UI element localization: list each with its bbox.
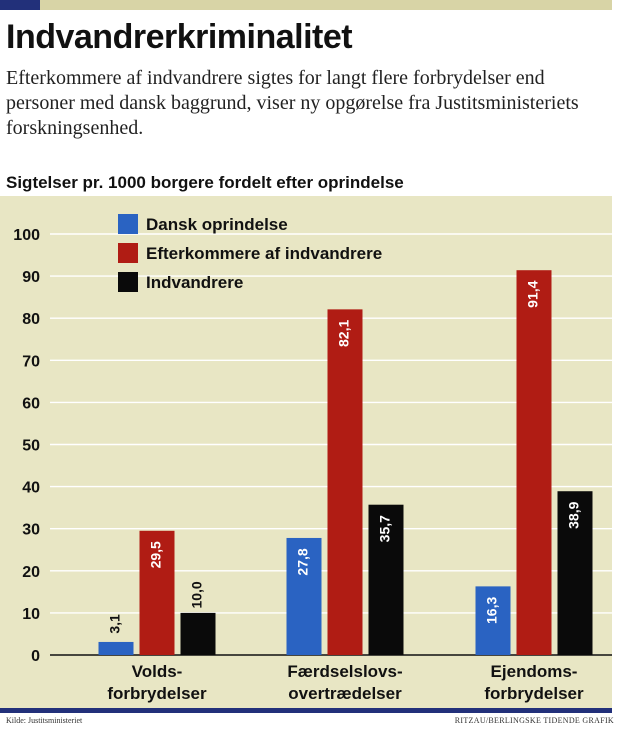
bar (139, 530, 175, 655)
category-labels: Volds-forbrydelser Færdselslovs-overtræde… (107, 662, 584, 703)
y-tick-label: 100 (13, 227, 40, 244)
legend-label: Dansk oprindelse (146, 215, 288, 234)
value-label: 29,5 (148, 541, 164, 568)
legend-swatch (118, 243, 138, 263)
value-label: 91,4 (525, 280, 541, 307)
value-label: 38,9 (566, 501, 582, 528)
legend-swatch (118, 214, 138, 234)
y-tick-label: 50 (22, 438, 40, 455)
y-tick-label: 60 (22, 395, 40, 412)
bar (286, 537, 322, 655)
value-label: 16,3 (484, 597, 500, 624)
category-label: forbrydelser (484, 684, 584, 703)
legend: Dansk oprindelse Efterkommere af indvandr… (118, 214, 382, 292)
top-accent-block (0, 0, 40, 10)
bar (327, 309, 363, 655)
y-tick-label: 90 (22, 269, 40, 286)
value-label: 10,0 (189, 581, 205, 608)
page-title: Indvandrerkriminalitet (6, 18, 353, 56)
value-label: 82,1 (336, 320, 352, 347)
legend-label: Indvandrere (146, 273, 243, 292)
top-accent-bar (0, 0, 612, 10)
bar (557, 491, 593, 655)
y-tick-label: 0 (31, 648, 40, 665)
value-label: 35,7 (377, 515, 393, 542)
y-tick-label: 30 (22, 522, 40, 539)
bar (98, 641, 134, 655)
category-label: Færdselslovs- (287, 662, 402, 681)
category-label: forbrydelser (107, 684, 207, 703)
chart-subtitle: Sigtelser pr. 1000 borgere fordelt efter… (6, 173, 404, 192)
bars-group (98, 270, 593, 655)
legend-swatch (118, 272, 138, 292)
legend-label: Efterkommere af indvandrere (146, 244, 382, 263)
intro-text: Efterkommere af indvandrere sigtes for l… (6, 67, 579, 139)
category-label: Ejendoms- (491, 662, 578, 681)
y-tick-label: 80 (22, 311, 40, 328)
y-tick-label: 70 (22, 353, 40, 370)
bottom-rule (0, 708, 612, 713)
bar-chart: 0 10 20 30 40 50 60 70 80 90 100 3,1 27,8 16,3 29,5 82… (0, 196, 612, 708)
bar (368, 504, 404, 655)
source-note: Kilde: Justitsministeriet (6, 716, 83, 725)
y-tick-label: 40 (22, 480, 40, 497)
credit-note: RITZAU/BERLINGSKE TIDENDE GRAFIK (454, 716, 614, 725)
value-label: 3,1 (107, 614, 123, 634)
category-label: Volds- (132, 662, 183, 681)
y-tick-label: 20 (22, 564, 40, 581)
bar (516, 270, 552, 655)
bar (180, 612, 216, 655)
y-tick-label: 10 (22, 606, 40, 623)
y-axis-ticks: 0 10 20 30 40 50 60 70 80 90 100 (13, 227, 40, 665)
value-label: 27,8 (295, 548, 311, 575)
value-labels: 3,1 27,8 16,3 29,5 82,1 91,4 10,0 35,7 38,9 (107, 280, 582, 633)
category-label: overtrædelser (288, 684, 402, 703)
bar (475, 586, 511, 655)
